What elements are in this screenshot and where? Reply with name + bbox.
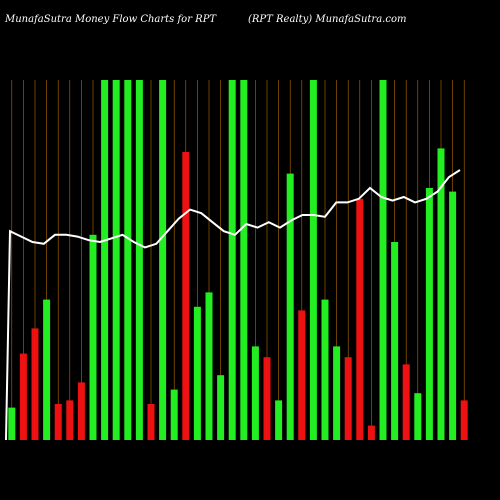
bar-up — [135, 80, 143, 440]
bar-up — [193, 306, 201, 440]
bar-up — [8, 407, 16, 440]
bar-up — [309, 80, 317, 440]
bar-down — [460, 400, 468, 440]
bar-up — [43, 299, 51, 440]
bar-down — [66, 400, 74, 440]
bar-down — [402, 364, 410, 440]
bar-down — [182, 152, 190, 440]
bar-up — [449, 191, 457, 440]
chart-subtitle: (RPT Realty) MunafaSutra.com — [248, 14, 406, 25]
bar-up — [414, 393, 422, 440]
bar-down — [31, 328, 39, 440]
bar-down — [356, 198, 364, 440]
bar-up — [112, 80, 120, 440]
bar-up — [286, 173, 294, 440]
bar-up — [321, 299, 329, 440]
bar-up — [89, 234, 97, 440]
bar-up — [240, 80, 248, 440]
bar-up — [333, 346, 341, 440]
bar-up — [101, 80, 109, 440]
bar-down — [19, 353, 27, 440]
bar-down — [263, 357, 271, 440]
bar-down — [54, 404, 62, 440]
bar-up — [391, 242, 399, 440]
bar-up — [379, 80, 387, 440]
bar-up — [217, 375, 225, 440]
bar-up — [170, 389, 178, 440]
bar-up — [228, 80, 236, 440]
chart-title: MunafaSutra Money Flow Charts for RPT — [4, 14, 217, 25]
bar-up — [124, 80, 132, 440]
bar-up — [437, 148, 445, 440]
bar-up — [251, 346, 259, 440]
bar-down — [298, 310, 306, 440]
bar-up — [425, 188, 433, 440]
bars — [8, 80, 468, 440]
bar-down — [344, 357, 352, 440]
money-flow-line — [5, 169, 461, 441]
bar-up — [205, 292, 213, 440]
bar-down — [77, 382, 85, 440]
bar-up — [275, 400, 283, 440]
bar-up — [159, 80, 167, 440]
bar-down — [147, 404, 155, 440]
bar-down — [367, 425, 375, 440]
